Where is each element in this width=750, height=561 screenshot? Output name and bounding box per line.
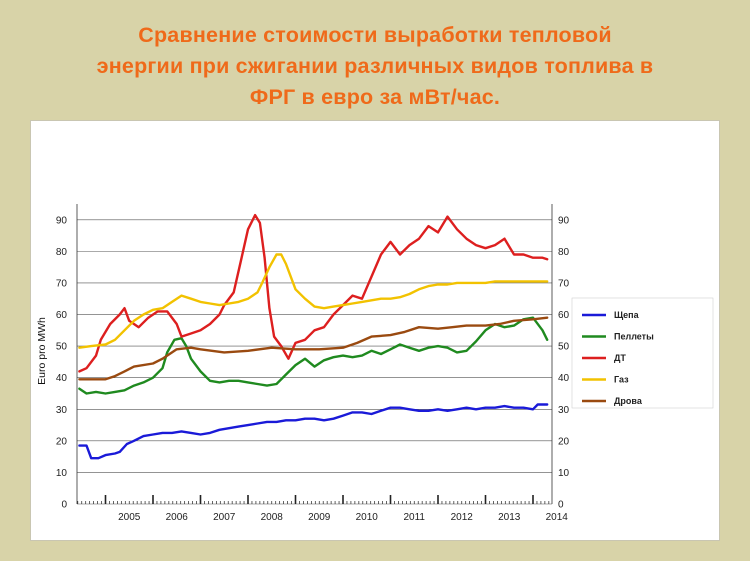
y-tick-right-60: 60 xyxy=(558,310,570,321)
legend-label-2: Пеллеты xyxy=(614,332,654,342)
y-tick-left-0: 0 xyxy=(61,500,67,511)
slide-title-line-1: Сравнение стоимости выработки тепловой xyxy=(138,23,612,47)
y-tick-right-0: 0 xyxy=(558,500,564,511)
legend-label-3: ДТ xyxy=(614,353,626,363)
y-axis-title: Euro pro MWh xyxy=(36,317,48,385)
y-tick-left-30: 30 xyxy=(56,405,68,416)
legend-label-4: Газ xyxy=(614,375,629,385)
y-tick-left-80: 80 xyxy=(56,247,68,258)
chart-panel: 0 0 10 10 20 20 30 30 40 40 50 50 60 60 70 70 80 80 90 90 20… xyxy=(31,121,719,540)
slide-title-line-3: ФРГ в евро за мВт/час. xyxy=(249,85,501,109)
x-tick-2011: 2011 xyxy=(403,512,425,523)
y-tick-left-20: 20 xyxy=(56,436,68,447)
legend-box xyxy=(571,297,714,409)
slide-title-line-2: энергии при сжигании различных видов топ… xyxy=(96,54,654,78)
y-tick-left-10: 10 xyxy=(56,468,68,479)
series-line-3 xyxy=(78,213,549,373)
y-tick-right-30: 30 xyxy=(558,405,570,416)
line-chart: 0 0 10 10 20 20 30 30 40 40 50 50 60 60 70 70 80 80 90 90 20… xyxy=(36,204,714,523)
y-tick-right-90: 90 xyxy=(558,215,570,226)
x-tick-2006: 2006 xyxy=(166,512,189,523)
legend-label-1: Щепа xyxy=(614,310,640,320)
x-tick-2010: 2010 xyxy=(356,512,379,523)
x-tick-2013: 2013 xyxy=(498,512,521,523)
series-line-1 xyxy=(78,403,549,460)
x-tick-2014: 2014 xyxy=(546,512,569,523)
y-tick-left-90: 90 xyxy=(56,215,68,226)
y-tick-left-50: 50 xyxy=(56,342,68,353)
y-tick-left-70: 70 xyxy=(56,278,68,289)
y-tick-right-20: 20 xyxy=(558,436,570,447)
x-tick-2008: 2008 xyxy=(261,512,284,523)
y-tick-right-50: 50 xyxy=(558,342,570,353)
series-lines xyxy=(78,213,549,460)
series-line-4 xyxy=(78,253,549,349)
legend: Щепа Пеллеты ДТ Газ Дрова xyxy=(571,297,714,409)
x-tick-2005: 2005 xyxy=(118,512,141,523)
legend-label-5: Дрова xyxy=(614,396,643,406)
slide-title: Сравнение стоимости выработки тепловой э… xyxy=(20,20,730,113)
axes: 0 0 10 10 20 20 30 30 40 40 50 50 60 60 70 70 80 80 90 90 20… xyxy=(56,204,570,523)
x-tick-2007: 2007 xyxy=(213,512,236,523)
x-tick-2012: 2012 xyxy=(451,512,474,523)
y-tick-left-60: 60 xyxy=(56,310,68,321)
y-tick-right-70: 70 xyxy=(558,278,570,289)
series-line-5 xyxy=(78,316,549,381)
grid-lines xyxy=(77,219,552,505)
y-tick-left-40: 40 xyxy=(56,373,68,384)
x-tick-2009: 2009 xyxy=(308,512,331,523)
y-tick-right-80: 80 xyxy=(558,247,570,258)
series-line-2 xyxy=(78,316,549,395)
y-tick-right-10: 10 xyxy=(558,468,570,479)
y-tick-right-40: 40 xyxy=(558,373,570,384)
